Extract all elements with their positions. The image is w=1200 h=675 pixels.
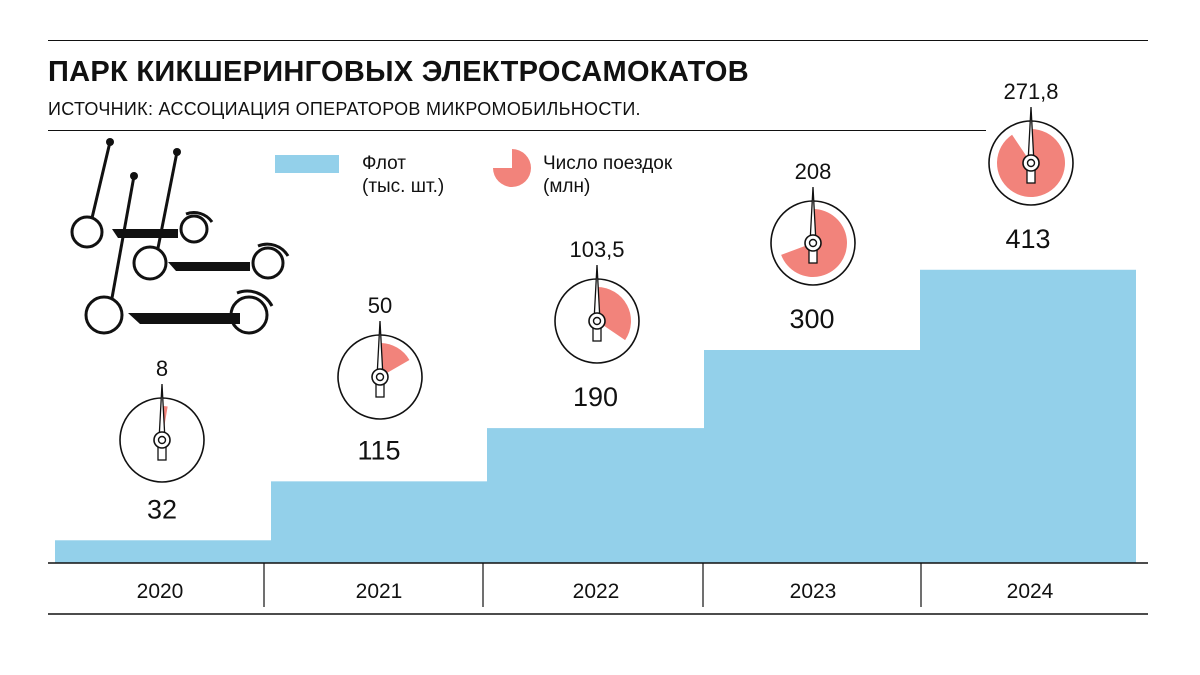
fleet-value-2020: 32 xyxy=(147,494,177,524)
trips-slice-2022 xyxy=(597,287,632,341)
trips-value-2022: 103,5 xyxy=(569,237,624,262)
trips-slice-2021 xyxy=(380,343,410,377)
fleet-value-2021: 115 xyxy=(357,435,400,465)
fleet-bar-2020 xyxy=(55,540,271,563)
legend-fleet-swatch xyxy=(275,155,339,173)
trips-value-2020: 8 xyxy=(156,356,168,381)
trips-value-2023: 208 xyxy=(795,159,832,184)
fleet-value-2022: 190 xyxy=(573,382,618,412)
legend-trips-label: Число поездок (млн) xyxy=(543,153,673,197)
legend-trips-swatch xyxy=(493,149,531,187)
fleet-bar-2022 xyxy=(487,428,704,563)
trips-gauge-2020 xyxy=(119,383,205,483)
legend-fleet-label: Флот (тыс. шт.) xyxy=(362,153,445,197)
fleet-value-2024: 413 xyxy=(1005,224,1050,254)
x-tick-label-2024: 2024 xyxy=(1007,580,1054,603)
trips-gauge-2021 xyxy=(337,320,423,420)
x-tick-label-2023: 2023 xyxy=(790,580,837,603)
trips-gauge-2024 xyxy=(988,106,1074,206)
trips-gauge-2023 xyxy=(770,186,856,286)
fleet-value-2023: 300 xyxy=(789,304,834,334)
top-rule xyxy=(48,40,1148,41)
trips-gauge-2022 xyxy=(554,264,640,364)
x-tick-label-2020: 2020 xyxy=(137,580,184,603)
trips-value-2024: 271,8 xyxy=(1003,79,1058,104)
x-tick-label-2022: 2022 xyxy=(573,580,620,603)
fleet-bar-2024 xyxy=(920,269,1136,563)
chart-subtitle: ИСТОЧНИК: АССОЦИАЦИЯ ОПЕРАТОРОВ МИКРОМОБ… xyxy=(48,99,641,119)
fleet-bar-2023 xyxy=(704,350,920,563)
header-rule xyxy=(48,130,986,131)
fleet-bar-2021 xyxy=(271,481,487,563)
x-tick-label-2021: 2021 xyxy=(356,580,403,603)
chart-title: ПАРК КИКШЕРИНГОВЫХ ЭЛЕКТРОСАМОКАТОВ xyxy=(48,56,750,88)
trips-value-2021: 50 xyxy=(368,293,392,318)
